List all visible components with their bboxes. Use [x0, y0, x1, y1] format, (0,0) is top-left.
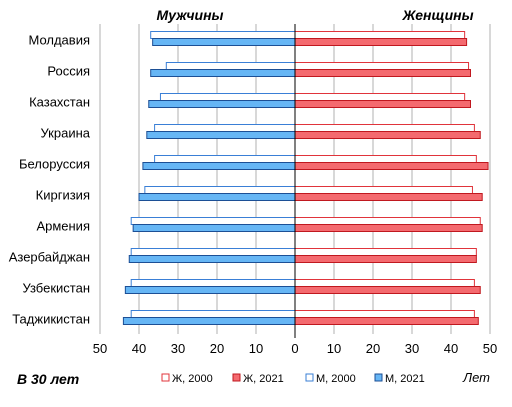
bar-male-2021 — [142, 162, 296, 170]
legend-label: М, 2000 — [316, 373, 356, 385]
bar-female-2000 — [294, 279, 475, 287]
bar-female-2021 — [294, 286, 481, 294]
x-tick-label: 0 — [291, 341, 298, 356]
bar-female-2000 — [294, 310, 475, 318]
bar-female-2000 — [294, 31, 466, 39]
category-label: Россия — [47, 64, 90, 79]
bar-female-2021 — [294, 317, 479, 325]
legend-label: М, 2021 — [385, 373, 425, 385]
legend-swatch — [305, 373, 314, 382]
bars — [122, 31, 489, 325]
bar-male-2021 — [148, 100, 296, 108]
bar-male-2021 — [152, 38, 296, 46]
bar-male-2000 — [130, 310, 296, 318]
bar-male-2000 — [150, 31, 296, 39]
category-label: Белоруссия — [19, 157, 90, 172]
category-label: Казахстан — [29, 95, 90, 110]
bar-male-2000 — [154, 124, 296, 132]
category-label: Таджикистан — [12, 312, 90, 327]
bar-female-2000 — [294, 248, 477, 256]
bar-male-2021 — [138, 193, 296, 201]
category-label: Азербайджан — [9, 250, 90, 265]
bar-female-2000 — [294, 217, 481, 225]
category-labels: Молдавия Россия Казахстан Украина Белоруссия… — [9, 33, 91, 327]
bar-male-2000 — [144, 186, 296, 194]
bar-female-2000 — [294, 186, 473, 194]
bar-female-2000 — [294, 93, 466, 101]
bar-female-2021 — [294, 100, 471, 108]
bar-female-2021 — [294, 224, 483, 232]
x-tick-label: 10 — [249, 341, 263, 356]
bar-female-2021 — [294, 162, 489, 170]
bar-female-2000 — [294, 124, 475, 132]
chart-subtitle: В 30 лет — [17, 371, 79, 387]
x-tick-label: 40 — [444, 341, 458, 356]
legend-label: Ж, 2021 — [243, 373, 284, 385]
bar-male-2021 — [132, 224, 296, 232]
x-tick-label: 40 — [132, 341, 146, 356]
category-label: Киргизия — [36, 188, 90, 203]
legend-swatch — [232, 373, 241, 382]
x-tick-label: 50 — [483, 341, 497, 356]
category-label: Узбекистан — [22, 281, 90, 296]
category-label: Армения — [36, 219, 90, 234]
bar-female-2021 — [294, 131, 481, 139]
x-tick-labels: 50 40 30 20 10 0 10 20 30 40 50 — [93, 341, 497, 356]
x-tick-label: 50 — [93, 341, 107, 356]
category-label: Молдавия — [28, 33, 90, 48]
bar-male-2021 — [128, 255, 296, 263]
bar-male-2000 — [165, 62, 296, 70]
bar-female-2021 — [294, 255, 477, 263]
bar-male-2000 — [130, 248, 296, 256]
bar-female-2021 — [294, 69, 471, 77]
x-tick-label: 20 — [366, 341, 380, 356]
category-label: Украина — [41, 126, 91, 141]
bar-male-2000 — [130, 279, 296, 287]
x-tick-label: 30 — [405, 341, 419, 356]
bar-female-2021 — [294, 193, 483, 201]
bar-male-2021 — [124, 286, 296, 294]
bar-female-2000 — [294, 155, 477, 163]
bar-male-2000 — [159, 93, 296, 101]
bar-male-2000 — [130, 217, 296, 225]
bar-female-2021 — [294, 38, 468, 46]
legend-swatch — [161, 373, 170, 382]
x-tick-label: 30 — [171, 341, 185, 356]
legend-swatch — [374, 373, 383, 382]
bar-male-2021 — [122, 317, 296, 325]
bar-female-2000 — [294, 62, 470, 70]
x-tick-label: 20 — [210, 341, 224, 356]
legend-label: Ж, 2000 — [172, 373, 213, 385]
left-panel-title: Мужчины — [156, 7, 223, 23]
bar-male-2021 — [146, 131, 296, 139]
bar-male-2000 — [154, 155, 296, 163]
bar-male-2021 — [150, 69, 296, 77]
legend: Ж, 2000 Ж, 2021 М, 2000 М, 2021 — [161, 373, 425, 385]
x-unit-label: Лет — [462, 370, 490, 385]
right-panel-title: Женщины — [401, 7, 473, 23]
x-tick-label: 10 — [327, 341, 341, 356]
